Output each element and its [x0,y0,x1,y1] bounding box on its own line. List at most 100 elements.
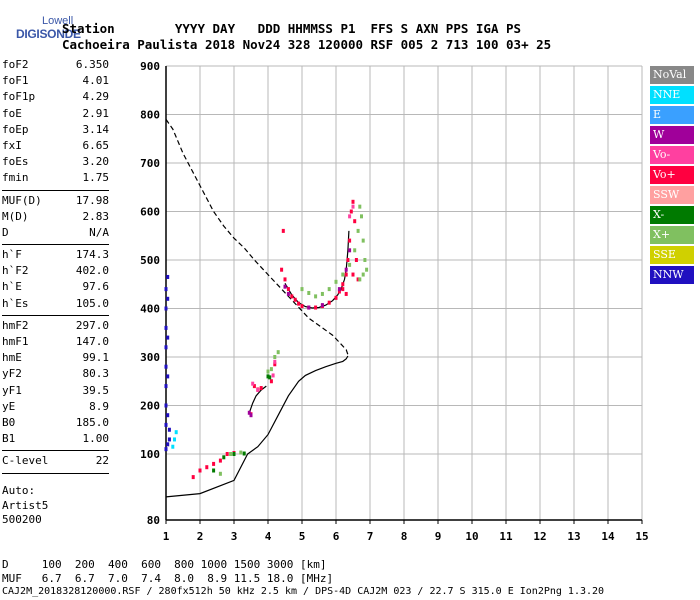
x-tick-label: 14 [601,530,615,543]
data-point-Vo+ [205,465,209,470]
legend-item: X- [650,206,694,224]
param-value: 99.1 [82,351,110,365]
data-point-X+ [300,287,304,292]
param-label: h`F [2,248,22,262]
y-tick-label: 400 [140,303,160,316]
data-point-Vo+ [348,238,352,243]
param-value: 2.83 [82,209,110,223]
legend-item: NNW [650,266,694,284]
param-row: yF1 39.5 [2,384,109,400]
data-point-Vo+ [341,282,345,287]
data-point-X+ [361,272,365,277]
data-point-X- [242,451,246,456]
param-row: h`Es 105.0 [2,297,109,313]
data-point-X+ [334,279,338,284]
y-tick-label: 600 [140,206,160,219]
param-value: 297.0 [75,318,109,332]
y-tick-label: 100 [140,448,160,461]
param-value: 1.00 [82,432,110,446]
data-point-NNW [166,296,170,301]
data-point-Vo+ [283,277,287,282]
data-point-Vo+ [281,228,285,233]
param-label: foF1 [2,74,29,88]
param-label: h`E [2,280,22,294]
param-label: hmF1 [2,335,29,348]
param-value: 174.3 [75,248,109,262]
data-point-Vo+ [297,301,301,306]
param-label: foF2 [2,58,29,71]
data-point-Vo+ [353,219,357,224]
x-tick-label: 1 [163,530,170,543]
param-row: foE 2.91 [2,107,109,123]
data-point-Vo+ [269,379,273,384]
data-point-NNW [164,364,168,369]
param-label: hmE [2,351,22,365]
param-row: foF1p 4.29 [2,90,109,106]
data-point-NNW [164,345,168,350]
x-tick-label: 6 [333,530,340,543]
param-value: 185.0 [75,415,109,429]
data-point-X+ [320,291,324,296]
param-separator [2,450,109,452]
data-point-NNW [164,325,168,330]
param-value: 17.98 [75,193,109,207]
param-label: MUF(D) [2,193,42,207]
data-point-NNW [166,374,170,379]
param-row: hmF1 147.0 [2,335,109,351]
x-tick-label: 3 [231,530,238,543]
param-value: 3.20 [82,155,110,169]
data-point-X+ [266,369,270,374]
data-point-X+ [358,204,362,209]
logo-digisonde: DIGISONDE [16,27,81,41]
param-row: fxI 6.65 [2,139,109,155]
param-value: 4.29 [82,90,110,104]
footer-muf-row: MUF 6.7 6.7 7.0 7.4 8.0 8.9 11.5 18.0 [M… [2,572,334,585]
data-point-X+ [218,471,222,476]
param-row: B1 1.00 [2,432,109,448]
legend-item: SSW [650,186,694,204]
data-point-Vo+ [290,294,294,299]
param-row: yE 8.9 [2,400,109,416]
data-point-W [307,305,311,310]
data-point-X+ [307,290,311,295]
data-point-Vo+ [354,258,358,262]
param-label: fxI [2,138,22,152]
data-point-NNW [164,384,168,389]
param-label: M(D) [2,209,29,223]
y-tick-label: 80 [147,514,160,527]
x-tick-label: 11 [499,530,513,543]
header-row-values: Cachoeira Paulista 2018 Nov24 328 120000… [62,37,552,52]
data-point-Vo+ [351,272,355,277]
x-tick-label: 12 [533,530,546,543]
param-row: hmF2 297.0 [2,319,109,335]
data-point-W [247,410,251,415]
param-separator [2,189,109,191]
data-point-X+ [356,228,360,233]
data-point-X+ [239,450,243,455]
data-point-Vo- [351,204,355,209]
logo-lowell: Lowell [42,15,74,27]
param-label: foEs [2,155,29,169]
data-point-Vo+ [349,209,353,214]
param-row: foEs 3.20 [2,155,109,171]
data-point-Vo+ [293,297,297,302]
y-tick-label: 900 [140,60,160,73]
x-tick-label: 13 [567,530,580,543]
data-point-X+ [269,367,273,372]
param-value: 80.3 [82,367,110,381]
series-line-trace [165,355,349,498]
data-point-X+ [314,294,318,299]
param-row: MUF(D) 17.98 [2,194,109,210]
x-tick-label: 15 [635,530,648,543]
param-value: 402.0 [75,264,109,278]
data-point-Vo+ [341,287,345,292]
data-point-NNW [166,442,170,447]
y-tick-label: 200 [140,400,160,413]
param-value: 6.65 [82,138,110,152]
param-row: h`E 97.6 [2,280,109,296]
series-line-F1-trace [248,385,267,413]
chart-ticks: 1 2 3 4 5 6 7 8 9 10 11 12 13 14 151002003004005006007… [140,60,649,543]
param-value: 22 [95,454,109,468]
param-label: yE [2,399,16,413]
x-tick-label: 5 [299,530,306,543]
